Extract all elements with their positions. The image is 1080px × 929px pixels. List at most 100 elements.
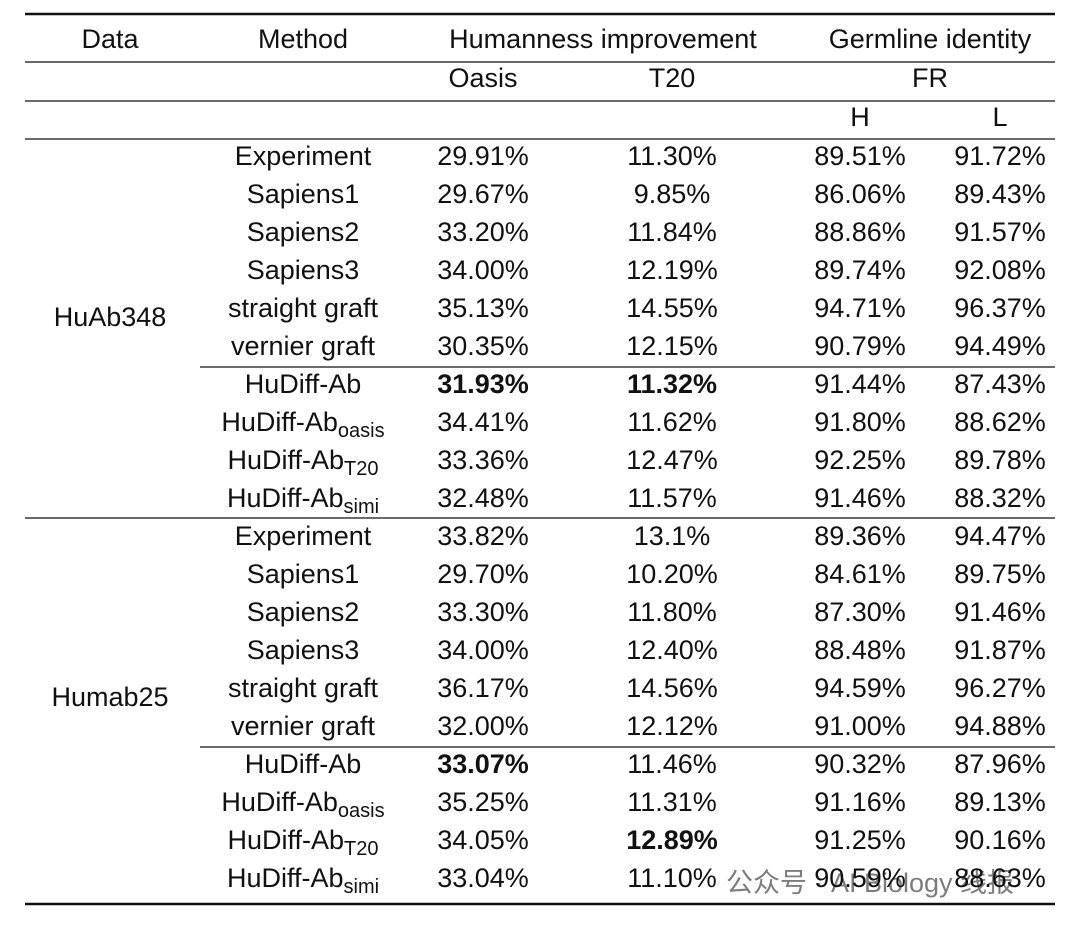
method-name: Sapiens2 (247, 597, 360, 627)
method: Sapiens3 (247, 635, 360, 665)
method-subscript: T20 (344, 838, 378, 860)
method-name: HuDiff-Ab (227, 445, 344, 475)
method-name: straight graft (228, 673, 379, 703)
cell: 34.00% (437, 635, 529, 665)
cell: 32.00% (437, 711, 529, 741)
cell: 33.04% (437, 863, 529, 893)
method: Experiment (235, 521, 372, 551)
cell: 34.00% (437, 255, 529, 285)
method: HuDiff-AbT20 (227, 445, 378, 480)
cell: 91.00% (814, 711, 906, 741)
cell: 35.25% (437, 787, 529, 817)
method: HuDiff-Aboasis (221, 787, 384, 822)
cell: 31.93% (437, 369, 529, 399)
cell: 89.51% (814, 141, 906, 171)
cell: 36.17% (437, 673, 529, 703)
cell: 88.32% (954, 483, 1046, 513)
column-header: Humanness improvement (449, 24, 757, 54)
method: Sapiens3 (247, 255, 360, 285)
method-name: Experiment (235, 521, 372, 551)
method: HuDiff-AbT20 (227, 825, 378, 860)
cell: 33.20% (437, 217, 529, 247)
method-name: HuDiff-Ab (221, 787, 338, 817)
method-name: HuDiff-Ab (245, 749, 362, 779)
column-subheader: H (850, 102, 870, 132)
method-name: Sapiens3 (247, 255, 360, 285)
cell: 91.72% (954, 141, 1046, 171)
cell: 88.63% (954, 863, 1046, 893)
cell: 91.25% (814, 825, 906, 855)
cell: 92.08% (954, 255, 1046, 285)
method: HuDiff-Absimi (227, 483, 379, 518)
cell: 34.41% (437, 407, 529, 437)
cell: 92.25% (814, 445, 906, 475)
method-name: HuDiff-Ab (227, 825, 344, 855)
cell: 86.06% (814, 179, 906, 209)
watermark: 公众号 · AI Biology 线报 (726, 868, 1014, 898)
column-subheader: T20 (649, 63, 696, 93)
cell: 94.59% (814, 673, 906, 703)
cell: 89.36% (814, 521, 906, 551)
cell: 91.16% (814, 787, 906, 817)
cell: 88.62% (954, 407, 1046, 437)
cell: 11.80% (627, 597, 717, 627)
cell: 84.61% (814, 559, 906, 589)
cell: 94.49% (954, 331, 1046, 361)
cell: 30.35% (437, 331, 529, 361)
cell: 14.56% (626, 673, 718, 703)
method: Sapiens1 (247, 559, 360, 589)
method: Experiment (235, 141, 372, 171)
cell: 87.30% (814, 597, 906, 627)
cell: 12.47% (626, 445, 718, 475)
method: HuDiff-Absimi (227, 863, 379, 898)
column-header: Data (81, 24, 139, 54)
cell: 91.80% (814, 407, 906, 437)
column-subheader: FR (912, 63, 948, 93)
cell: 12.40% (626, 635, 718, 665)
method: vernier graft (231, 331, 376, 361)
method-subscript: simi (344, 496, 380, 518)
cell: 90.16% (954, 825, 1046, 855)
column-subheader: Oasis (448, 63, 517, 93)
cell: 91.46% (954, 597, 1046, 627)
method-subscript: oasis (338, 800, 385, 822)
cell: 89.74% (814, 255, 906, 285)
method-name: HuDiff-Ab (227, 863, 344, 893)
cell: 10.20% (626, 559, 718, 589)
cell: 11.10% (627, 863, 717, 893)
cell: 96.37% (954, 293, 1046, 323)
cell: 91.57% (954, 217, 1046, 247)
method-subscript: simi (344, 876, 380, 898)
method-name: Sapiens1 (247, 559, 360, 589)
cell: 11.31% (627, 787, 717, 817)
cell: 33.82% (437, 521, 529, 551)
method-name: vernier graft (231, 711, 376, 741)
cell: 11.46% (627, 749, 717, 779)
cell: 94.71% (814, 293, 906, 323)
cell: 96.27% (954, 673, 1046, 703)
cell: 90.59% (814, 863, 906, 893)
cell: 87.43% (954, 369, 1046, 399)
method: straight graft (228, 293, 379, 323)
method: HuDiff-Aboasis (221, 407, 384, 442)
method: straight graft (228, 673, 379, 703)
cell: 91.44% (814, 369, 906, 399)
cell: 87.96% (954, 749, 1046, 779)
method-name: Sapiens1 (247, 179, 360, 209)
cell: 89.43% (954, 179, 1046, 209)
cell: 88.48% (814, 635, 906, 665)
cell: 12.19% (626, 255, 718, 285)
group-label: HuAb348 (54, 302, 167, 332)
cell: 12.12% (626, 711, 718, 741)
method-subscript: T20 (344, 458, 378, 480)
cell: 89.13% (954, 787, 1046, 817)
cell: 11.32% (627, 369, 717, 399)
method: Sapiens2 (247, 597, 360, 627)
cell: 11.62% (627, 407, 717, 437)
cell: 35.13% (437, 293, 529, 323)
cell: 91.87% (954, 635, 1046, 665)
method-name: vernier graft (231, 331, 376, 361)
column-header: Method (258, 24, 348, 54)
method-name: Sapiens3 (247, 635, 360, 665)
